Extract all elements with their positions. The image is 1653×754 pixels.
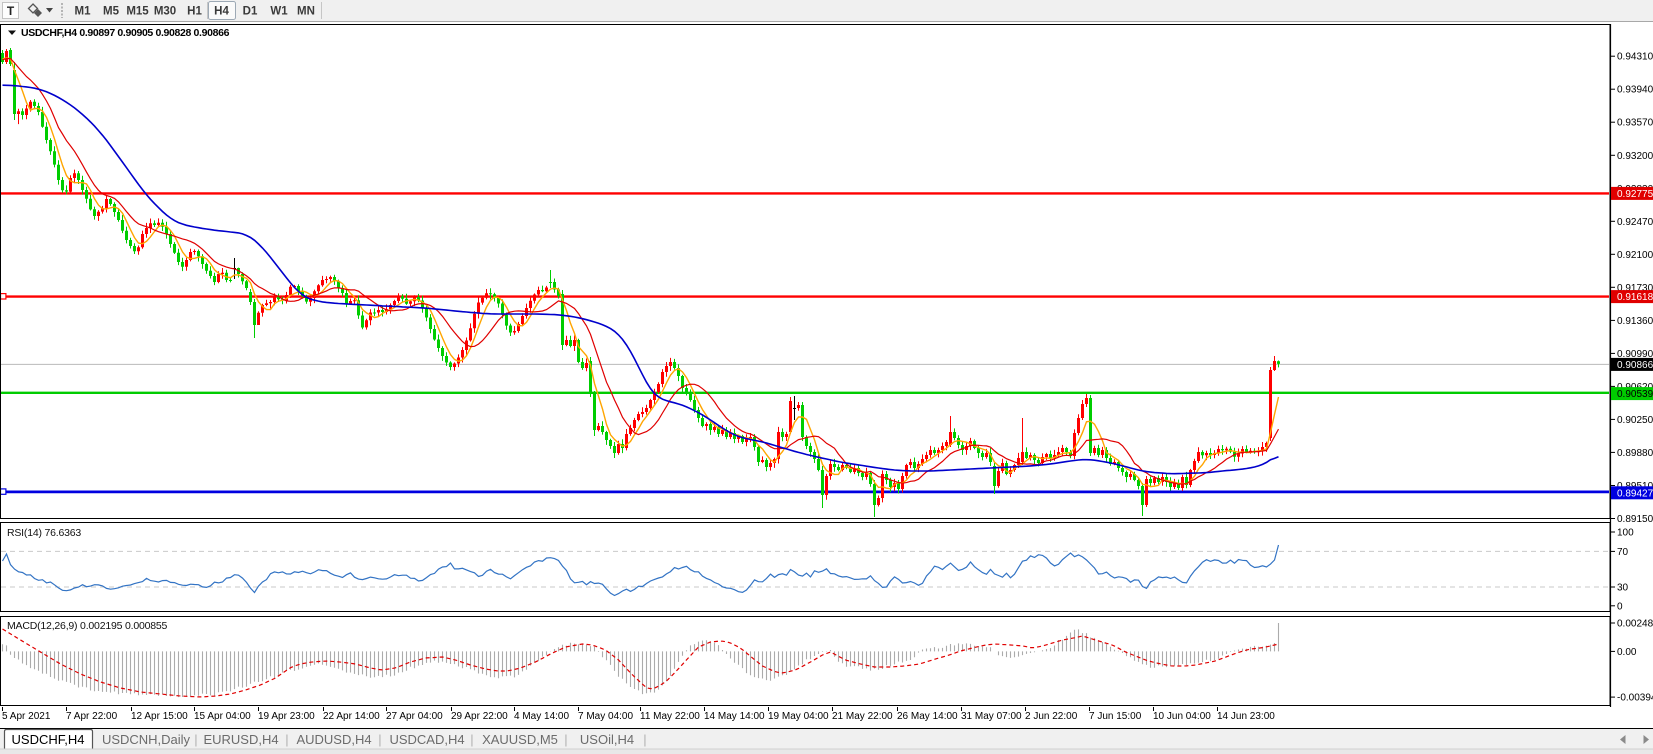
svg-text:29 Apr 22:00: 29 Apr 22:00 [451, 711, 508, 722]
svg-text:USDCHF,H4: USDCHF,H4 [12, 732, 85, 747]
svg-text:31 May 07:00: 31 May 07:00 [961, 711, 1022, 722]
svg-text:10 Jun 04:00: 10 Jun 04:00 [1153, 711, 1211, 722]
svg-text:5 Apr 2021: 5 Apr 2021 [2, 711, 51, 722]
svg-text:0.93200: 0.93200 [1617, 151, 1653, 162]
svg-text:H4: H4 [214, 6, 229, 18]
svg-text:14 Jun 23:00: 14 Jun 23:00 [1217, 711, 1275, 722]
svg-text:0.89880: 0.89880 [1617, 448, 1653, 459]
svg-text:15 Apr 04:00: 15 Apr 04:00 [194, 711, 251, 722]
svg-text:M15: M15 [126, 6, 149, 18]
svg-text:M30: M30 [154, 6, 176, 18]
svg-text:USOil,H4: USOil,H4 [580, 732, 634, 747]
svg-text:-0.00394: -0.00394 [1617, 693, 1653, 704]
svg-text:0.89427: 0.89427 [1617, 488, 1653, 499]
svg-text:0.94310: 0.94310 [1617, 52, 1653, 63]
svg-text:W1: W1 [270, 6, 288, 18]
svg-text:7 Apr 22:00: 7 Apr 22:00 [66, 711, 118, 722]
svg-text:|: | [470, 732, 473, 747]
svg-text:7 Jun 15:00: 7 Jun 15:00 [1089, 711, 1142, 722]
svg-text:|: | [285, 732, 288, 747]
svg-text:0.90990: 0.90990 [1617, 349, 1653, 360]
svg-text:H1: H1 [187, 6, 202, 18]
svg-text:0.90250: 0.90250 [1617, 415, 1653, 426]
svg-text:19 May 04:00: 19 May 04:00 [768, 711, 829, 722]
svg-text:USDCAD,H4: USDCAD,H4 [389, 732, 464, 747]
svg-text:0.90539: 0.90539 [1617, 389, 1653, 400]
svg-text:|: | [194, 732, 197, 747]
svg-text:11 May 22:00: 11 May 22:00 [640, 711, 700, 722]
svg-text:4 May 14:00: 4 May 14:00 [514, 711, 569, 722]
svg-text:0.89150: 0.89150 [1617, 514, 1653, 525]
svg-text:0.92470: 0.92470 [1617, 217, 1653, 228]
svg-text:0.93940: 0.93940 [1617, 85, 1653, 96]
svg-text:0.90866: 0.90866 [1617, 360, 1653, 371]
svg-text:|: | [564, 732, 567, 747]
svg-text:70: 70 [1617, 547, 1629, 558]
svg-text:AUDUSD,H4: AUDUSD,H4 [296, 732, 371, 747]
svg-text:0.002487: 0.002487 [1617, 619, 1653, 630]
svg-text:0.91618: 0.91618 [1617, 292, 1653, 303]
svg-text:14 May 14:00: 14 May 14:00 [704, 711, 765, 722]
svg-text:22 Apr 14:00: 22 Apr 14:00 [323, 711, 380, 722]
svg-text:100: 100 [1617, 528, 1634, 539]
svg-text:MACD(12,26,9) 0.002195 0.00085: MACD(12,26,9) 0.002195 0.000855 [7, 620, 168, 632]
svg-text:M5: M5 [103, 6, 120, 18]
svg-text:2 Jun 22:00: 2 Jun 22:00 [1025, 711, 1078, 722]
svg-text:EURUSD,H4: EURUSD,H4 [203, 732, 278, 747]
svg-text:30: 30 [1617, 583, 1629, 594]
svg-text:0.93570: 0.93570 [1617, 118, 1653, 129]
svg-text:0: 0 [1617, 601, 1623, 612]
svg-text:|: | [378, 732, 381, 747]
svg-text:0.91730: 0.91730 [1617, 283, 1653, 294]
svg-text:7 May 04:00: 7 May 04:00 [578, 711, 633, 722]
svg-text:MN: MN [297, 6, 315, 18]
svg-text:USDCNH,Daily: USDCNH,Daily [102, 732, 191, 747]
svg-text:0.91360: 0.91360 [1617, 316, 1653, 327]
svg-text:USDCHF,H4 0.90897 0.90905 0.9: USDCHF,H4 0.90897 0.90905 0.90828 0.9086… [21, 27, 230, 39]
svg-text:0.92100: 0.92100 [1617, 250, 1653, 261]
svg-text:M1: M1 [75, 6, 92, 18]
svg-text:0.00: 0.00 [1617, 647, 1637, 658]
svg-text:|: | [643, 732, 646, 747]
svg-text:12 Apr 15:00: 12 Apr 15:00 [131, 711, 188, 722]
svg-text:XAUUSD,M5: XAUUSD,M5 [482, 732, 558, 747]
svg-text:19 Apr 23:00: 19 Apr 23:00 [258, 711, 315, 722]
svg-text:26 May 14:00: 26 May 14:00 [897, 711, 958, 722]
svg-text:0.92775: 0.92775 [1617, 189, 1653, 200]
svg-text:21 May 22:00: 21 May 22:00 [832, 711, 893, 722]
svg-text:RSI(14) 76.6363: RSI(14) 76.6363 [7, 527, 81, 539]
svg-text:D1: D1 [243, 6, 258, 18]
svg-text:T: T [7, 4, 15, 18]
svg-text:27 Apr 04:00: 27 Apr 04:00 [386, 711, 443, 722]
